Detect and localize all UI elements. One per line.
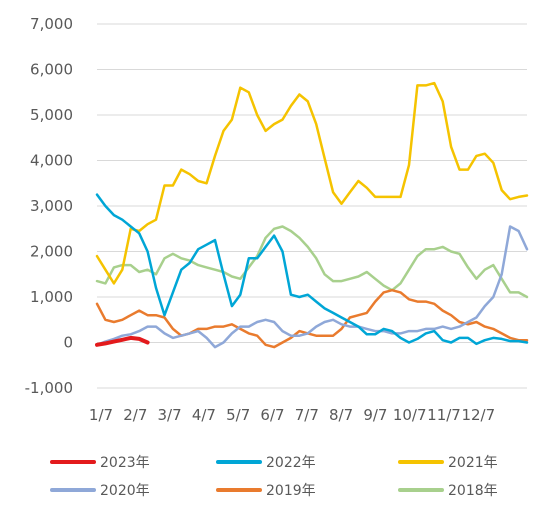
y-tick-label: 2,000 (30, 243, 73, 261)
series-lines (95, 81, 529, 349)
x-tick-label: 10/7 (393, 406, 427, 424)
legend-label: 2023年 (100, 455, 150, 471)
legend-label: 2020年 (100, 483, 150, 499)
legend: 2023年 2022年 2021年 2020年 2019年 2018年 (50, 455, 498, 499)
y-tick-label: 4,000 (30, 152, 73, 170)
x-tick-label: 7/7 (295, 406, 319, 424)
series-line-2020年 (95, 225, 529, 349)
x-tick-label: 11/7 (427, 406, 461, 424)
x-tick-label: 4/7 (192, 406, 216, 424)
y-tick-label: 7,000 (30, 15, 73, 33)
x-tick-label: 8/7 (329, 406, 353, 424)
x-tick-label: 12/7 (461, 406, 495, 424)
y-axis-ticks: 7,000 6,000 5,000 4,000 3,000 2,000 1,000 0 -1,0… (25, 15, 73, 397)
y-tick-label: -1,000 (25, 379, 73, 397)
y-tick-label: 1,000 (30, 288, 73, 306)
y-tick-label: 6,000 (30, 61, 73, 79)
y-tick-label: 3,000 (30, 197, 73, 215)
x-tick-label: 1/7 (89, 406, 113, 424)
legend-label: 2022年 (266, 455, 316, 471)
legend-label: 2018年 (448, 483, 498, 499)
x-axis-ticks: 1/7 2/7 3/7 4/7 5/7 6/7 7/7 8/7 9/7 10/7 11/7 12/7 (89, 406, 495, 424)
x-tick-label: 9/7 (363, 406, 387, 424)
legend-label: 2019年 (266, 483, 316, 499)
series-line-2019年 (95, 288, 529, 349)
x-tick-label: 5/7 (226, 406, 250, 424)
x-tick-label: 6/7 (260, 406, 284, 424)
series-line-2018年 (95, 225, 529, 299)
x-tick-label: 2/7 (123, 406, 147, 424)
x-tick-label: 3/7 (158, 406, 182, 424)
y-tick-label: 0 (63, 334, 73, 352)
series-line-2023年 (95, 335, 150, 347)
series-line-2022年 (95, 193, 529, 346)
legend-label: 2021年 (448, 455, 498, 471)
y-tick-label: 5,000 (30, 106, 73, 124)
series-line-2021年 (95, 81, 529, 285)
